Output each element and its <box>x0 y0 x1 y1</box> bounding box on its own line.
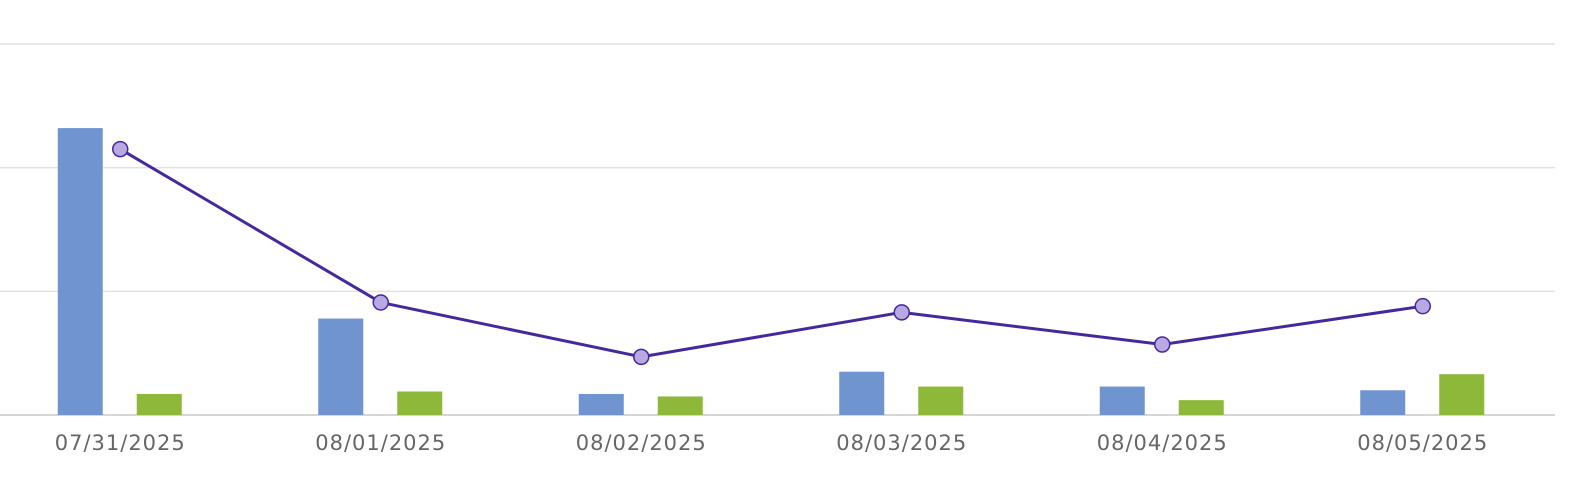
x-tick-label: 08/05/2025 <box>1357 431 1488 455</box>
line <box>119 147 1423 359</box>
x-tick-label: 08/02/2025 <box>576 431 707 455</box>
x-tick-label: 08/03/2025 <box>836 431 967 455</box>
line-marker <box>1154 336 1171 353</box>
bar <box>578 393 624 415</box>
bar <box>1099 386 1145 415</box>
bar <box>1439 374 1485 415</box>
line-marker <box>893 304 910 321</box>
line-marker <box>1414 297 1431 315</box>
x-tick-label: 08/04/2025 <box>1097 431 1228 455</box>
line-marker <box>633 348 650 366</box>
bar <box>397 391 443 415</box>
bar <box>136 393 182 415</box>
line-marker <box>112 140 129 158</box>
bar <box>839 371 885 415</box>
x-tick-label: 07/31/2025 <box>55 431 186 455</box>
bar <box>657 396 703 415</box>
bar <box>918 386 964 415</box>
bar <box>57 128 103 416</box>
x-tick-label: 08/01/2025 <box>315 431 446 455</box>
line-marker <box>372 294 389 311</box>
bar <box>1178 400 1224 415</box>
bar <box>318 318 364 415</box>
bar <box>1360 390 1406 415</box>
